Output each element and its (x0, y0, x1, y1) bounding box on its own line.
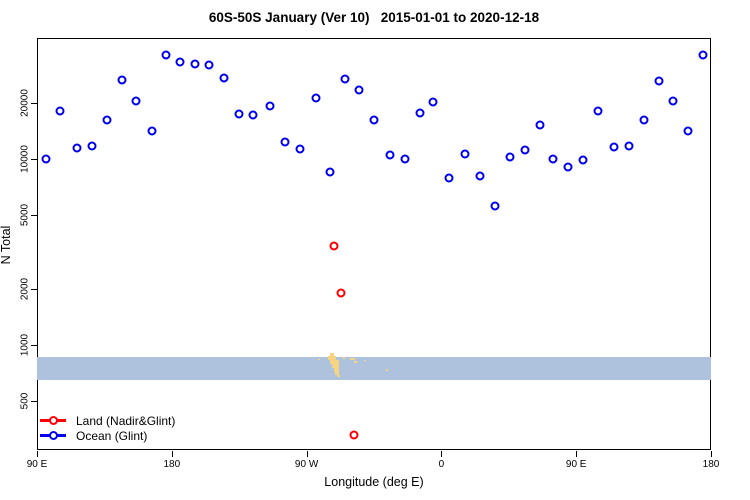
legend-item-ocean: Ocean (Glint) (40, 428, 175, 443)
y-tick-label: 5000 (19, 203, 31, 227)
y-tick-label: 20000 (19, 89, 31, 117)
y-tick-label: 2000 (19, 277, 31, 301)
x-tick-mark (37, 451, 38, 457)
x-tick-mark (171, 451, 173, 457)
x-tick-mark (306, 451, 308, 457)
y-axis-title: N Total (0, 225, 13, 265)
y-tick-label: 500 (19, 392, 31, 410)
x-tick-label: 90 E (565, 459, 587, 470)
x-tick-label: 0 (438, 459, 445, 470)
legend: Land (Nadir&Glint) Ocean (Glint) (40, 413, 175, 443)
y-tick-label: 1000 (19, 333, 31, 357)
x-tick-mark (441, 451, 443, 457)
x-tick-label: 180 (163, 459, 181, 470)
chart-title: 60S-50S January (Ver 10) 2015-01-01 to 2… (208, 10, 540, 25)
x-tick-label: 180 (702, 459, 720, 470)
x-axis-title: Longitude (deg E) (324, 475, 424, 489)
y-tick-label: 10000 (19, 145, 31, 173)
plot-area (37, 38, 711, 450)
legend-item-land: Land (Nadir&Glint) (40, 413, 175, 428)
legend-label-land: Land (Nadir&Glint) (76, 413, 176, 428)
land-marker-icon (40, 416, 66, 425)
legend-label-ocean: Ocean (Glint) (76, 428, 148, 443)
ocean-marker-icon (40, 431, 66, 440)
x-tick-label: 90 W (294, 459, 319, 470)
x-tick-mark (711, 451, 712, 457)
x-tick-mark (576, 451, 578, 457)
x-tick-label: 90 E (26, 459, 48, 470)
